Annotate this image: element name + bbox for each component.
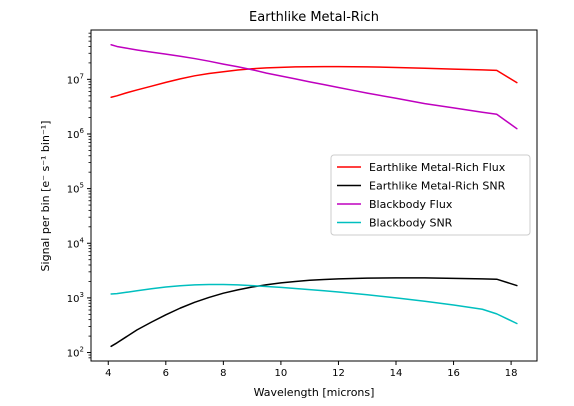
plot-lines: [110, 43, 518, 348]
series-line-2: [110, 277, 518, 348]
series-line-3: [110, 43, 518, 130]
y-tick-label: 107: [67, 72, 84, 86]
x-axis: 4 6 8 10 12 14 16 18: [105, 361, 517, 379]
y-tick-label: 102: [67, 346, 84, 360]
x-tick-label: 18: [505, 368, 518, 379]
x-tick-label: 14: [390, 368, 403, 379]
series-line-1: [110, 65, 518, 99]
series-line-4: [110, 283, 518, 325]
legend-entry-label: Blackbody SNR: [369, 217, 453, 230]
y-tick-label: 105: [67, 182, 84, 196]
plot-frame: [90, 29, 538, 362]
y-axis-label: Signal per bin [e⁻ s⁻¹ bin⁻¹]: [39, 121, 52, 272]
y-tick-label: 106: [67, 127, 85, 141]
y-axis: 102 103 104 105 106 107: [67, 32, 91, 360]
legend: Earthlike Metal-Rich Flux Earthlike Metal…: [330, 154, 531, 236]
legend-entry-label: Earthlike Metal-Rich Flux: [369, 161, 506, 174]
x-tick-label: 12: [332, 368, 345, 379]
legend-box: [330, 154, 531, 236]
x-tick-label: 8: [220, 368, 226, 379]
legend-entry-label: Blackbody Flux: [369, 198, 453, 211]
x-tick-label: 6: [163, 368, 169, 379]
x-tick-label: 10: [275, 368, 288, 379]
x-axis-label: Wavelength [microns]: [254, 386, 375, 399]
chart-title: Earthlike Metal-Rich: [249, 10, 379, 25]
x-tick-label: 4: [105, 368, 111, 379]
y-tick-label: 104: [67, 236, 85, 250]
y-tick-label: 103: [67, 291, 84, 305]
x-tick-label: 16: [447, 368, 460, 379]
legend-entry-label: Earthlike Metal-Rich SNR: [369, 180, 506, 193]
